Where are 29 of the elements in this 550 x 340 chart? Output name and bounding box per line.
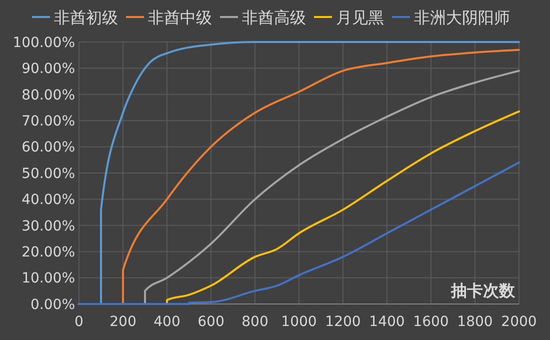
- x-tick-label: 400: [154, 314, 180, 330]
- y-tick-label: 0.00%: [30, 296, 75, 313]
- legend-label: 非酋初级: [54, 8, 118, 27]
- x-tick-label: 2000: [501, 314, 537, 330]
- x-tick-label: 1600: [413, 314, 449, 330]
- y-tick-label: 80.00%: [22, 87, 75, 104]
- x-tick-label: 200: [110, 314, 136, 330]
- y-tick-label: 20.00%: [22, 244, 75, 260]
- y-tick-label: 100.00%: [12, 34, 75, 51]
- x-tick-label: 1800: [457, 314, 493, 330]
- x-tick-label: 1200: [325, 314, 361, 330]
- y-tick-label: 70.00%: [22, 114, 75, 130]
- y-tick-label: 90.00%: [22, 61, 75, 78]
- x-tick-label: 1000: [281, 314, 317, 330]
- y-tick-label: 40.00%: [22, 192, 75, 208]
- x-tick-label: 600: [198, 314, 224, 330]
- y-tick-label: 10.00%: [22, 270, 75, 287]
- y-tick-label: 60.00%: [22, 140, 75, 156]
- legend-label: 月见黑: [336, 8, 384, 27]
- legend-label: 非酋中级: [148, 8, 212, 27]
- legend-label: 非酋高级: [242, 8, 306, 27]
- x-tick-label: 1400: [369, 314, 405, 330]
- x-axis-title: 抽卡次数: [450, 281, 516, 300]
- legend-label: 非洲大阴阳师: [414, 8, 510, 27]
- x-tick-label: 800: [242, 314, 268, 330]
- x-tick-label: 0: [74, 314, 84, 330]
- y-tick-label: 50.00%: [22, 166, 75, 182]
- line-series: [78, 162, 520, 305]
- y-tick-label: 30.00%: [22, 218, 75, 234]
